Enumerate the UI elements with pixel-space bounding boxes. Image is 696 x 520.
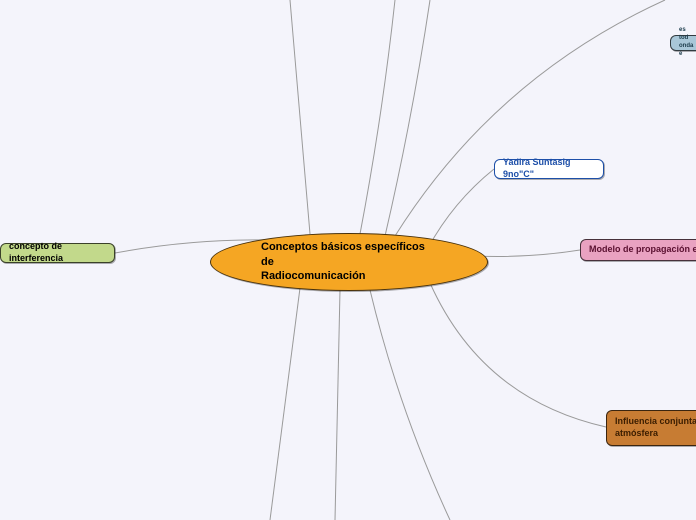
node-interferencia[interactable]: concepto de interferencia [0,243,115,263]
edge [290,0,310,234]
edge [270,288,300,520]
node-influencia[interactable]: Influencia conjunta d atmósfera [606,410,696,446]
edge [385,0,430,236]
node-label: es tod onda e [679,27,695,58]
node-tiny[interactable]: es tod onda e [670,35,696,51]
node-modelo[interactable]: Modelo de propagación en t [580,239,696,261]
node-label: Modelo de propagación en t [589,244,696,256]
edge [360,0,395,234]
mindmap-canvas: Conceptos básicos específicos de Radioco… [0,0,696,520]
edge [370,290,450,520]
edge [335,290,340,520]
node-label: concepto de interferencia [9,241,106,264]
center-node-label: Conceptos básicos específicos de Radioco… [261,240,437,285]
edge [428,169,494,248]
node-label: Influencia conjunta d atmósfera [615,416,696,439]
edge [430,283,606,427]
edge [395,0,665,236]
node-yadira[interactable]: Yadira Suntasig 9no"C" [494,159,604,179]
node-label: Yadira Suntasig 9no"C" [503,157,595,180]
center-node[interactable]: Conceptos básicos específicos de Radioco… [210,233,488,291]
edge [475,250,580,256]
